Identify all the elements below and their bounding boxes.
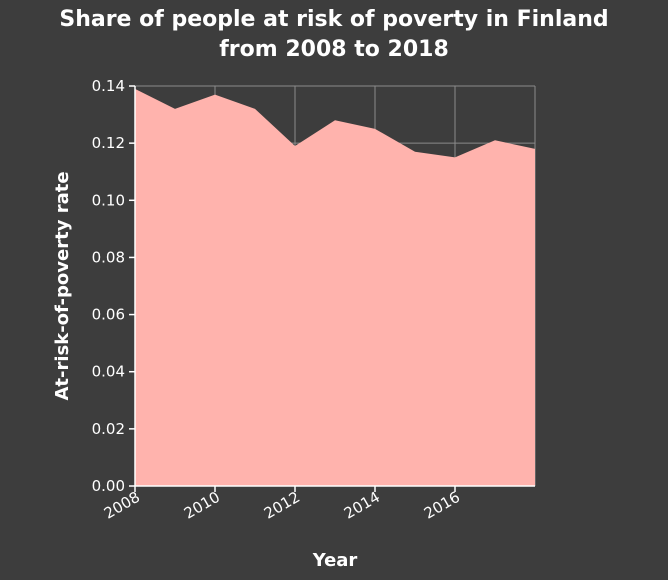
y-tick-label: 0.08 [92, 248, 125, 266]
y-axis-label: At-risk-of-poverty rate [52, 171, 73, 400]
chart-title-line-1: Share of people at risk of poverty in Fi… [59, 7, 608, 32]
chart-title-line-2: from 2008 to 2018 [219, 37, 449, 62]
x-tick-label: 2012 [261, 488, 303, 523]
x-tick-label: 2014 [341, 488, 383, 523]
y-tick-label: 0.06 [92, 306, 125, 324]
y-tick-label: 0.14 [92, 77, 125, 95]
y-tick-label: 0.04 [92, 363, 125, 381]
y-axis-ticks: 0.00 0.02 0.04 0.06 0.08 0.10 0.12 0.14 [92, 77, 135, 495]
x-axis-ticks: 2008 2010 2012 2014 2016 [101, 486, 463, 523]
axes [134, 86, 535, 487]
y-tick-label: 0.02 [92, 420, 125, 438]
x-tick-label: 2010 [181, 488, 223, 523]
y-tick-label: 0.10 [92, 191, 125, 209]
y-tick-label: 0.00 [92, 477, 125, 495]
x-tick-label: 2016 [421, 488, 463, 523]
y-tick-label: 0.12 [92, 134, 125, 152]
x-axis-label: Year [312, 550, 358, 571]
area-series [135, 88, 535, 486]
